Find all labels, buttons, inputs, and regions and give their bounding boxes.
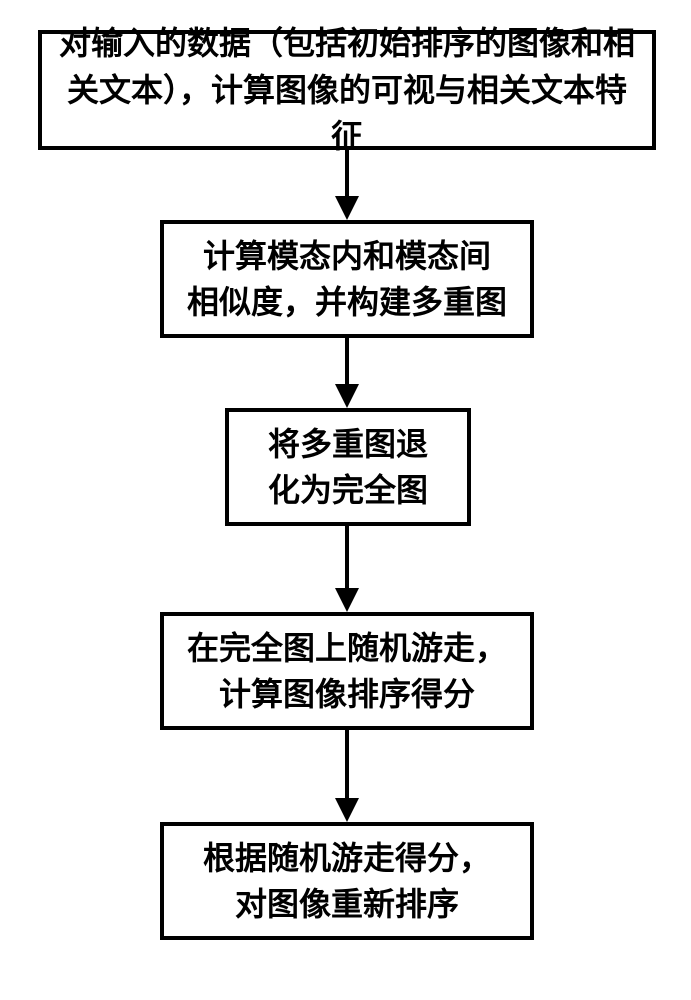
- flowchart-canvas: 对输入的数据（包括初始排序的图像和相关文本），计算图像的可视与相关文本特征计算模…: [0, 0, 691, 1000]
- node-text: 计算模态内和模态间相似度，并构建多重图: [187, 233, 507, 326]
- flowchart-node: 计算模态内和模态间相似度，并构建多重图: [160, 220, 534, 338]
- node-text: 根据随机游走得分，对图像重新排序: [203, 835, 491, 928]
- node-text: 在完全图上随机游走，计算图像排序得分: [187, 625, 507, 718]
- flowchart-node: 根据随机游走得分，对图像重新排序: [160, 822, 534, 940]
- node-text: 将多重图退化为完全图: [268, 421, 428, 514]
- flowchart-node: 将多重图退化为完全图: [225, 408, 471, 526]
- flowchart-node: 在完全图上随机游走，计算图像排序得分: [160, 612, 534, 730]
- node-text: 对输入的数据（包括初始排序的图像和相关文本），计算图像的可视与相关文本特征: [56, 20, 638, 159]
- flowchart-node: 对输入的数据（包括初始排序的图像和相关文本），计算图像的可视与相关文本特征: [38, 30, 656, 150]
